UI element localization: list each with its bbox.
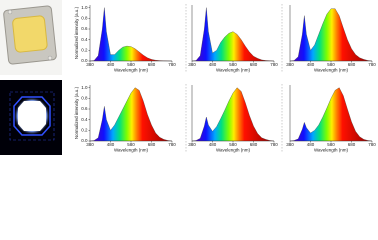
x-tick-label: 380 xyxy=(286,142,294,147)
spectrum-area xyxy=(192,87,274,141)
x-tick-label: 680 xyxy=(348,62,356,67)
spectrum-area xyxy=(290,8,372,61)
y-tick-label: 0.2 xyxy=(81,128,88,133)
spectrum-area xyxy=(192,7,274,62)
y-tick-label: 0.6 xyxy=(81,26,88,31)
x-tick-label: 380 xyxy=(86,142,94,147)
x-tick-label: 780 xyxy=(270,142,278,147)
x-axis-label: Wavelength (nm) xyxy=(114,148,149,153)
x-tick-label: 780 xyxy=(168,62,176,67)
x-tick-label: 480 xyxy=(307,62,315,67)
y-axis-label: Normalized intensity (a.u.) xyxy=(74,86,79,139)
x-tick-label: 480 xyxy=(307,142,315,147)
x-tick-label: 580 xyxy=(127,62,135,67)
x-tick-label: 380 xyxy=(188,62,196,67)
y-tick-label: 0.2 xyxy=(81,48,88,53)
x-tick-label: 680 xyxy=(148,62,156,67)
spectrum-area xyxy=(290,87,372,141)
photo-led-on xyxy=(0,80,62,155)
spectrum-area xyxy=(90,87,172,141)
y-tick-label: 0.8 xyxy=(81,16,88,21)
y-tick-label: 1.0 xyxy=(81,85,88,90)
y-tick-label: 0.4 xyxy=(81,117,88,122)
x-axis-label: Wavelength (nm) xyxy=(314,148,349,153)
x-tick-label: 380 xyxy=(286,62,294,67)
y-tick-label: 0.4 xyxy=(81,37,88,42)
x-tick-label: 480 xyxy=(209,142,217,147)
spectrum-line xyxy=(191,87,275,142)
x-tick-label: 780 xyxy=(368,142,376,147)
y-tick-label: 0.8 xyxy=(81,96,88,101)
spectrum-line xyxy=(289,8,373,62)
spectrum-line xyxy=(89,7,173,62)
y-tick-label: 0.0 xyxy=(81,138,88,143)
spectrum-area xyxy=(90,7,172,62)
x-tick-label: 680 xyxy=(348,142,356,147)
x-tick-label: 780 xyxy=(270,62,278,67)
x-tick-label: 780 xyxy=(368,62,376,67)
x-axis-label: Wavelength (nm) xyxy=(314,68,349,73)
x-tick-label: 580 xyxy=(127,142,135,147)
x-tick-label: 580 xyxy=(229,62,237,67)
spectrum-line xyxy=(89,87,173,142)
spectrum-line xyxy=(289,87,373,142)
x-axis-label: Wavelength (nm) xyxy=(216,68,251,73)
y-tick-label: 0.0 xyxy=(81,58,88,63)
x-tick-label: 580 xyxy=(229,142,237,147)
photo-led-off xyxy=(0,0,62,75)
y-tick-label: 1.0 xyxy=(81,5,88,10)
x-axis-label: Wavelength (nm) xyxy=(114,68,149,73)
x-tick-label: 780 xyxy=(168,142,176,147)
y-axis-label: Normalized intensity (a.u.) xyxy=(74,6,79,59)
y-tick-label: 0.6 xyxy=(81,106,88,111)
x-tick-label: 480 xyxy=(209,62,217,67)
x-tick-label: 480 xyxy=(107,62,115,67)
x-tick-label: 580 xyxy=(327,62,335,67)
x-tick-label: 380 xyxy=(86,62,94,67)
x-axis-label: Wavelength (nm) xyxy=(216,148,251,153)
x-tick-label: 680 xyxy=(250,142,258,147)
x-tick-label: 680 xyxy=(148,142,156,147)
x-tick-label: 380 xyxy=(188,142,196,147)
figure: 380 480 580 680 780 Wavelength (nm) 0.0 0.2 0.4 0… xyxy=(0,0,376,155)
spectrum-line xyxy=(191,7,275,62)
x-tick-label: 680 xyxy=(250,62,258,67)
x-tick-label: 480 xyxy=(107,142,115,147)
x-tick-label: 580 xyxy=(327,142,335,147)
